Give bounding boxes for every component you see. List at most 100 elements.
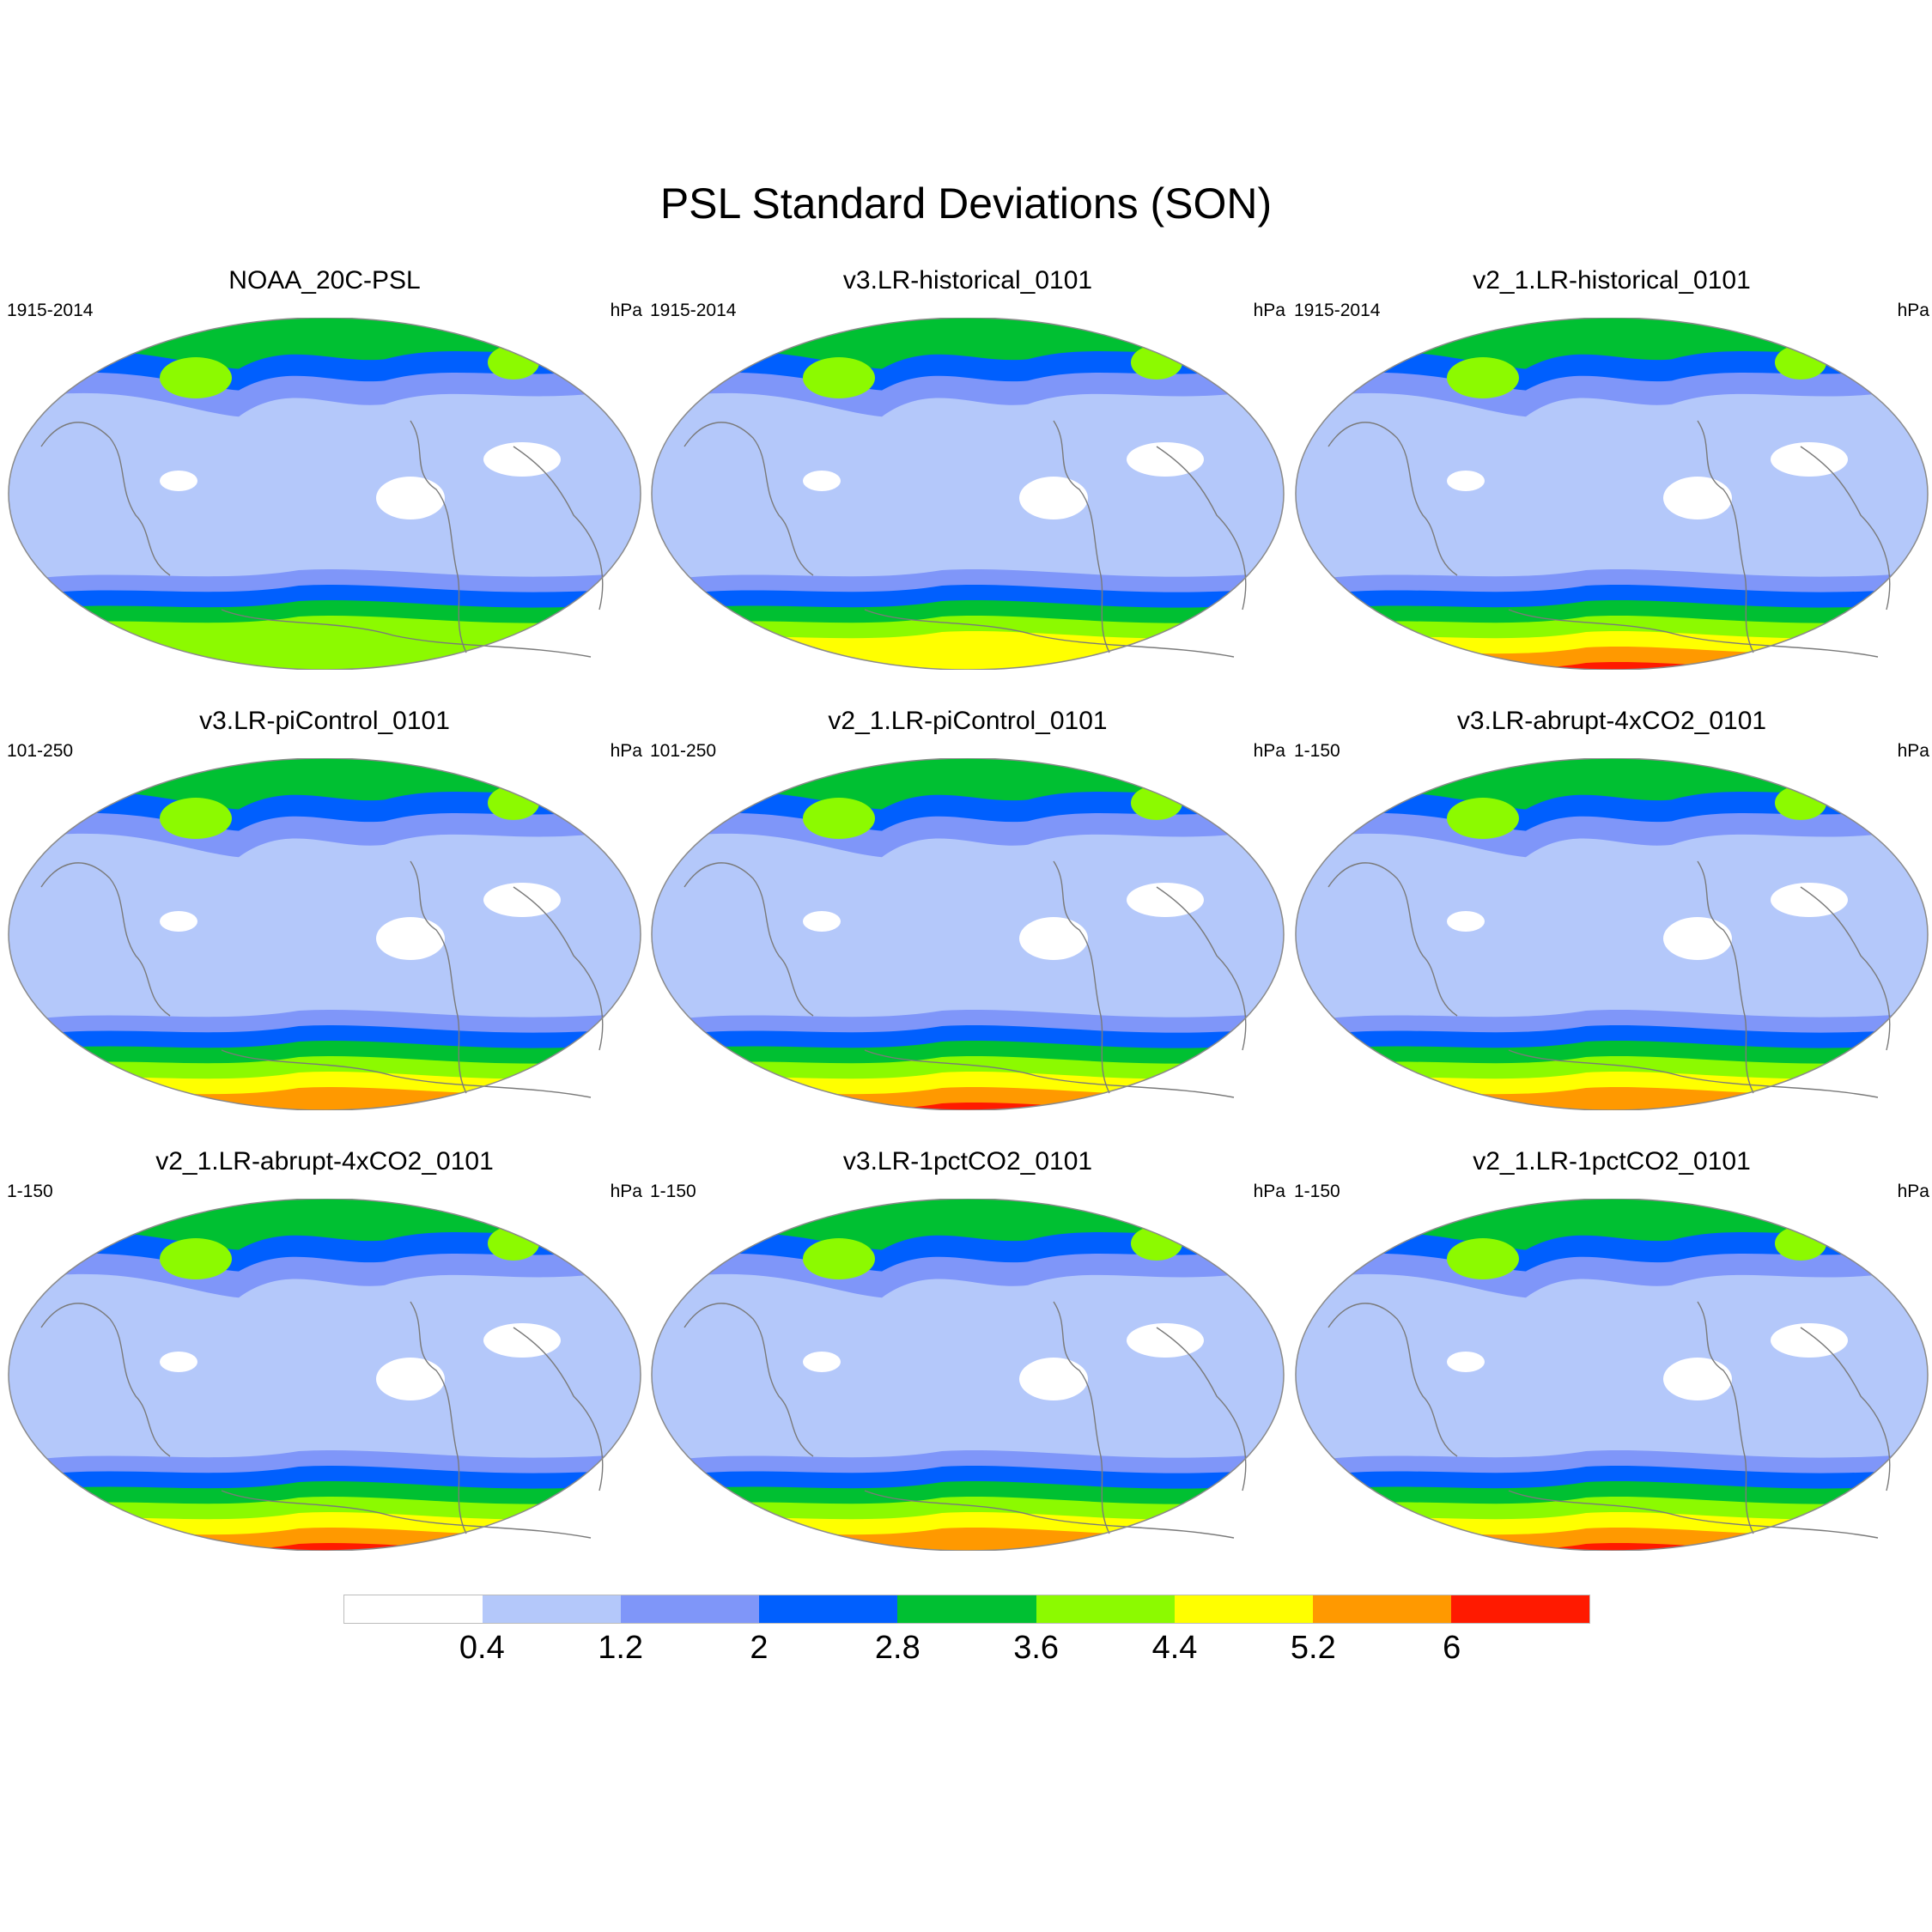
contour-patch [483, 1323, 561, 1358]
contour-fields [652, 1199, 1284, 1551]
colorbar-swatch [759, 1595, 898, 1623]
contour-high-north [488, 345, 539, 380]
coastlines [683, 420, 1247, 658]
contour-patch [1447, 471, 1485, 491]
colorbar-tick-label: 1.2 [598, 1630, 644, 1666]
coastlines [683, 860, 1247, 1098]
colorbar-swatch [1036, 1595, 1175, 1623]
coastline-path [1697, 1301, 1754, 1534]
contour-band-south [9, 1543, 641, 1551]
coastline-path [410, 1301, 467, 1534]
contour-high-north [1775, 786, 1826, 820]
contour-patch [1771, 442, 1848, 477]
contour-fields [652, 758, 1284, 1110]
panel-title: v2_1.LR-abrupt-4xCO2_0101 [155, 1147, 494, 1176]
contour-patch [803, 911, 841, 932]
map-outline [651, 758, 1285, 1110]
colorbar-tick-label: 2.8 [874, 1630, 920, 1666]
contour-high-north [1775, 1226, 1826, 1261]
map-panel: v3.LR-abrupt-4xCO2_0101 1-150 hPa [1294, 707, 1929, 1110]
map-outline [1295, 318, 1929, 670]
contour-fields [9, 318, 641, 670]
colorbar-swatch [344, 1595, 483, 1623]
colorbar-tick-label: 2 [750, 1630, 769, 1666]
contour-high-north [1775, 345, 1826, 380]
colorbar-swatch [621, 1595, 760, 1623]
globe-map [1295, 1199, 1929, 1551]
contour-patch [376, 477, 445, 519]
panel-title: v3.LR-piControl_0101 [199, 707, 450, 735]
map-panel: v3.LR-1pctCO2_0101 1-150 hPa [650, 1147, 1285, 1551]
globe-map [8, 758, 641, 1110]
contour-patch [1663, 477, 1732, 519]
contour-patch [1127, 883, 1204, 917]
coastline-path [683, 422, 814, 576]
panel-units: hPa [1897, 301, 1929, 320]
map-outline [1295, 1199, 1929, 1551]
coastlines [1327, 1301, 1891, 1539]
coastline-path [1053, 420, 1110, 653]
coastlines [1327, 420, 1891, 658]
contour-high-north [488, 1226, 539, 1261]
contour-patch [160, 471, 197, 491]
panel-title: v2_1.LR-1pctCO2_0101 [1473, 1147, 1751, 1176]
contour-patch [1771, 883, 1848, 917]
globe-map [651, 758, 1285, 1110]
contour-patch [160, 1352, 197, 1372]
coastline-path [1156, 446, 1247, 611]
colorbar [343, 1595, 1590, 1624]
panel-period: 101-250 [7, 741, 74, 761]
coastline-path [410, 420, 467, 653]
contour-patch [1019, 477, 1088, 519]
globe-map [1295, 758, 1929, 1110]
contour-fields [9, 1199, 641, 1551]
contour-high-north [160, 1238, 232, 1279]
panel-period: 1-150 [1294, 741, 1340, 761]
panel-period: 1915-2014 [7, 301, 94, 320]
coastline-path [1156, 886, 1247, 1051]
map-panel: v2_1.LR-1pctCO2_0101 1-150 hPa [1294, 1147, 1929, 1551]
coastline-path [1327, 862, 1458, 1017]
map-panel: v2_1.LR-abrupt-4xCO2_0101 1-150 hPa [7, 1147, 642, 1551]
coastlines [40, 420, 604, 658]
colorbar-swatch [897, 1595, 1036, 1623]
panel-units: hPa [1253, 741, 1285, 761]
colorbar-swatch [1312, 1595, 1451, 1623]
coastlines [1327, 860, 1891, 1098]
contour-high-north [1131, 345, 1182, 380]
coastline-path [513, 886, 604, 1051]
contour-high-north [160, 798, 232, 839]
panel-period: 1-150 [650, 1182, 696, 1201]
globe-map [651, 318, 1285, 670]
coastline-path [1327, 1303, 1458, 1457]
map-panel: v3.LR-piControl_0101 101-250 hPa [7, 707, 642, 1110]
coastline-path [1508, 1049, 1879, 1098]
coastline-path [683, 1303, 814, 1457]
globe-map [8, 1199, 641, 1551]
panel-units: hPa [1253, 1182, 1285, 1201]
globe-map [8, 318, 641, 670]
map-panel: v2_1.LR-historical_0101 1915-2014 hPa [1294, 266, 1929, 670]
contour-patch [1663, 917, 1732, 960]
contour-band-south [1296, 1543, 1928, 1551]
contour-high-north [1131, 1226, 1182, 1261]
contour-band-south [1296, 662, 1928, 670]
globe-map [651, 1199, 1285, 1551]
contour-fields [9, 758, 641, 1110]
contour-patch [1447, 1352, 1485, 1372]
panel-units: hPa [1897, 1182, 1929, 1201]
panel-title: v3.LR-1pctCO2_0101 [842, 1147, 1093, 1176]
contour-fields [1296, 1199, 1928, 1551]
contour-patch [483, 442, 561, 477]
coastline-path [1508, 609, 1879, 658]
coastlines [40, 1301, 604, 1539]
coastline-path [1800, 886, 1891, 1051]
contour-high-north [1447, 798, 1519, 839]
coastline-path [1800, 446, 1891, 611]
contour-patch [160, 911, 197, 932]
coastline-path [1800, 1327, 1891, 1492]
map-outline [1295, 758, 1929, 1110]
coastline-path [864, 1490, 1235, 1539]
coastline-path [1156, 1327, 1247, 1492]
panel-units: hPa [610, 301, 642, 320]
